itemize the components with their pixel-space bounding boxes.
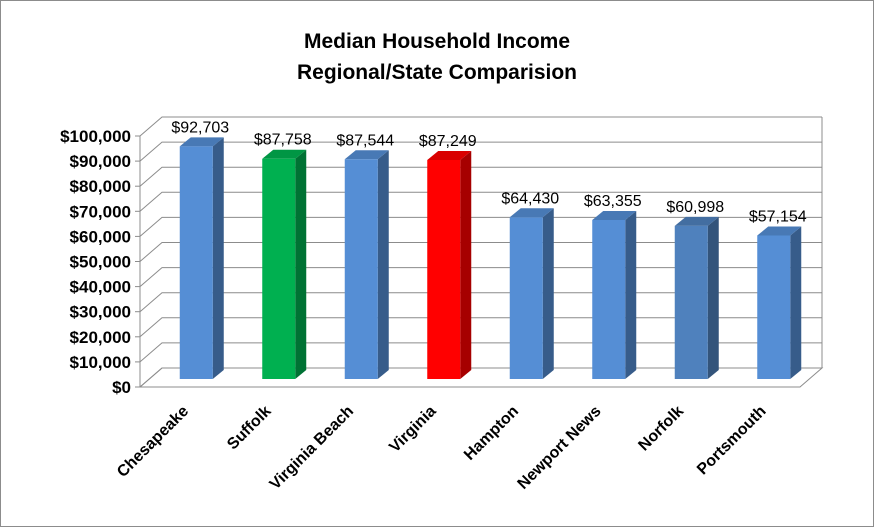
data-label: $64,430 bbox=[501, 190, 559, 207]
y-tick-label: $0 bbox=[112, 378, 131, 397]
x-tick-label: Chesapeake bbox=[114, 403, 192, 481]
bar bbox=[179, 137, 224, 379]
bar bbox=[509, 208, 554, 379]
bar-top bbox=[509, 208, 554, 218]
bar-front bbox=[179, 146, 213, 379]
bar-side bbox=[790, 226, 802, 379]
y-tick-label: $80,000 bbox=[70, 177, 131, 196]
gridline bbox=[139, 191, 822, 212]
chart-title-line-1: Median Household Income bbox=[303, 30, 571, 53]
bar-top bbox=[592, 210, 637, 220]
bar-side bbox=[542, 208, 554, 379]
y-tick-label: $30,000 bbox=[70, 303, 131, 322]
bar bbox=[427, 151, 472, 379]
data-label: $57,154 bbox=[749, 209, 807, 226]
y-tick-label: $90,000 bbox=[70, 152, 131, 171]
chart-subtitle: Regional/State Comparision bbox=[296, 61, 578, 84]
bar bbox=[674, 216, 719, 379]
bar bbox=[757, 226, 802, 379]
x-tick-label: Hampton bbox=[461, 403, 522, 464]
y-tick-label: $60,000 bbox=[70, 227, 131, 246]
data-label: $87,758 bbox=[254, 132, 312, 149]
bar-side bbox=[460, 151, 472, 379]
bar bbox=[344, 150, 389, 379]
x-tick-label: Virginia Beach bbox=[267, 403, 357, 493]
x-tick-label: Portsmouth bbox=[694, 403, 770, 479]
data-label: $87,544 bbox=[336, 132, 394, 149]
bar-front bbox=[674, 225, 708, 379]
bar-front bbox=[757, 235, 791, 379]
x-tick-label: Suffolk bbox=[224, 403, 274, 453]
x-tick-label: Newport News bbox=[515, 403, 605, 493]
bar-side bbox=[295, 149, 307, 379]
bar-top bbox=[427, 151, 472, 161]
bar-top bbox=[179, 137, 224, 147]
bar bbox=[592, 210, 637, 379]
y-tick-label: $70,000 bbox=[70, 202, 131, 221]
bar-top bbox=[674, 216, 719, 226]
bar-front bbox=[592, 219, 626, 379]
floor bbox=[138, 367, 824, 388]
data-label: $87,249 bbox=[419, 133, 477, 150]
bar-front bbox=[427, 160, 461, 379]
bar-side bbox=[707, 216, 719, 379]
y-tick-label: $100,000 bbox=[60, 127, 131, 146]
data-label: $92,703 bbox=[171, 119, 229, 136]
y-tick-label: $40,000 bbox=[70, 278, 131, 297]
gridline bbox=[139, 166, 822, 187]
bar-side bbox=[377, 150, 389, 379]
gridline bbox=[139, 141, 822, 162]
bar-front bbox=[509, 217, 543, 379]
gridline bbox=[139, 116, 822, 137]
y-tick-label: $50,000 bbox=[70, 253, 131, 272]
bar-front bbox=[344, 159, 378, 379]
x-tick-label: Norfolk bbox=[635, 403, 687, 455]
chart-title: Median Household Income Regional/State C… bbox=[0, 26, 874, 88]
bar-top bbox=[344, 150, 389, 160]
bar-front bbox=[262, 158, 296, 379]
data-label: $63,355 bbox=[584, 193, 642, 210]
bar-top bbox=[262, 149, 307, 159]
bar-top bbox=[757, 226, 802, 236]
bar-side bbox=[212, 137, 224, 379]
x-tick-label: Virginia bbox=[386, 403, 439, 456]
bar bbox=[262, 149, 307, 379]
bar-side bbox=[625, 210, 637, 379]
data-label: $60,998 bbox=[666, 199, 724, 216]
y-tick-label: $20,000 bbox=[70, 328, 131, 347]
y-tick-label: $10,000 bbox=[70, 353, 131, 372]
